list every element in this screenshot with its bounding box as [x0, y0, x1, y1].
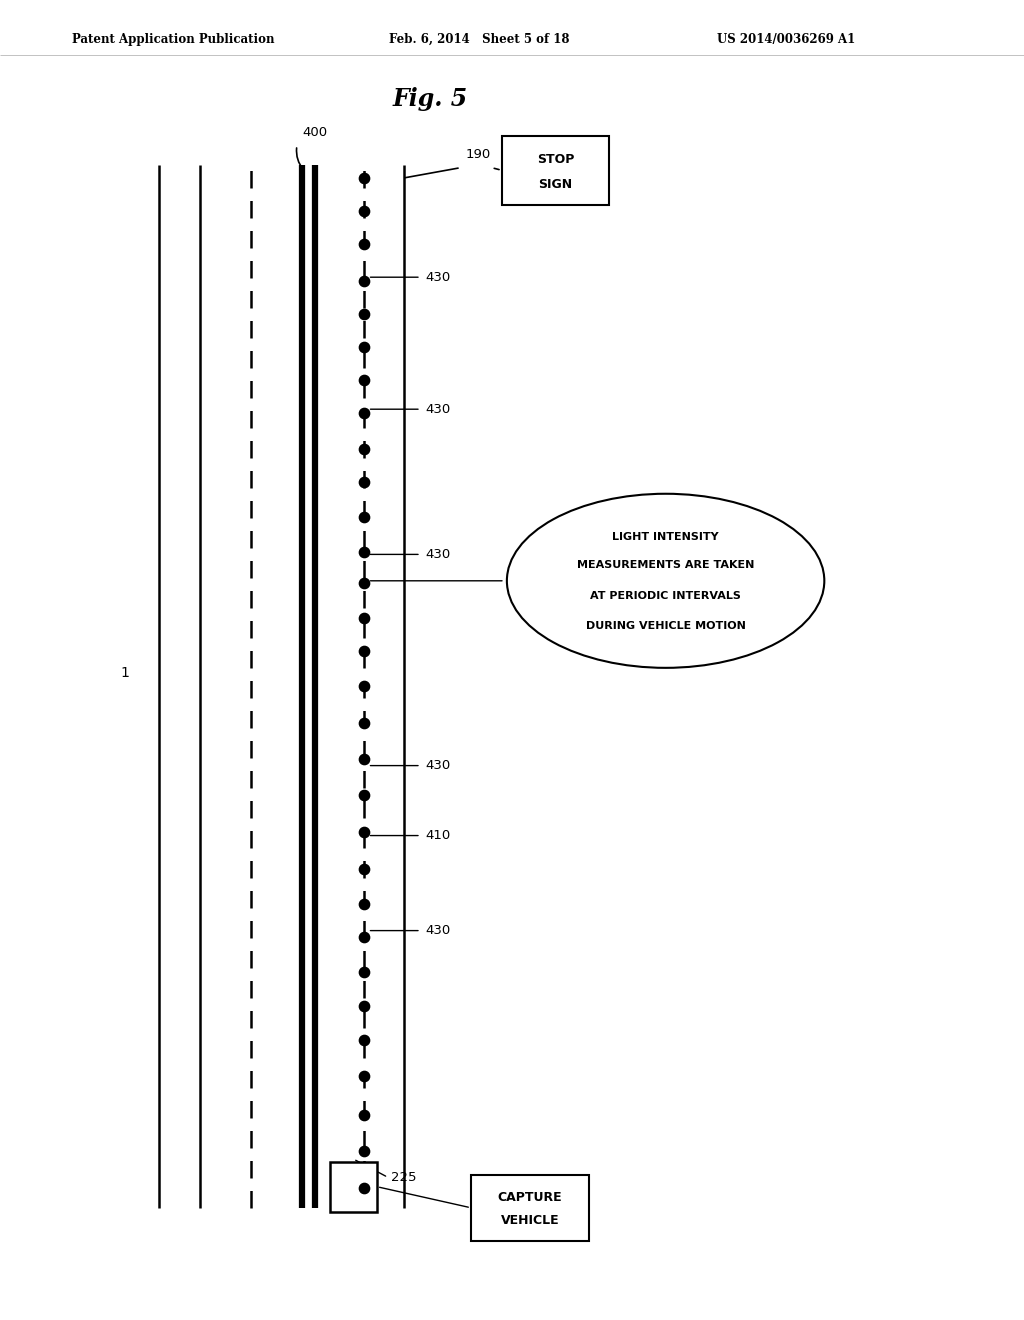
Text: CAPTURE: CAPTURE — [498, 1192, 562, 1204]
Point — [355, 607, 372, 628]
Point — [355, 271, 372, 292]
Point — [355, 894, 372, 915]
Text: LIGHT INTENSITY: LIGHT INTENSITY — [612, 532, 719, 543]
Point — [355, 995, 372, 1016]
Point — [355, 676, 372, 697]
Text: 225: 225 — [391, 1171, 417, 1184]
Point — [355, 403, 372, 424]
Text: 1: 1 — [121, 667, 129, 680]
Point — [355, 821, 372, 842]
Point — [355, 573, 372, 594]
Point — [355, 234, 372, 255]
Text: Feb. 6, 2014   Sheet 5 of 18: Feb. 6, 2014 Sheet 5 of 18 — [389, 33, 569, 46]
Text: 410: 410 — [425, 829, 451, 842]
Point — [355, 640, 372, 661]
Point — [355, 858, 372, 879]
Point — [355, 304, 372, 325]
Point — [355, 748, 372, 770]
FancyBboxPatch shape — [330, 1162, 377, 1212]
Text: 430: 430 — [425, 924, 451, 937]
Point — [355, 784, 372, 805]
Point — [355, 168, 372, 189]
Text: VEHICLE: VEHICLE — [501, 1214, 559, 1228]
Text: STOP: STOP — [537, 153, 574, 166]
Text: AT PERIODIC INTERVALS: AT PERIODIC INTERVALS — [590, 591, 741, 602]
Point — [355, 471, 372, 492]
Point — [355, 1140, 372, 1162]
Text: Patent Application Publication: Patent Application Publication — [72, 33, 274, 46]
Point — [355, 713, 372, 734]
Point — [355, 337, 372, 358]
Point — [355, 961, 372, 982]
FancyBboxPatch shape — [502, 136, 609, 205]
Ellipse shape — [507, 494, 824, 668]
Point — [355, 438, 372, 459]
Text: US 2014/0036269 A1: US 2014/0036269 A1 — [717, 33, 855, 46]
Point — [355, 1065, 372, 1086]
Text: 190: 190 — [466, 148, 492, 161]
Text: 430: 430 — [425, 271, 451, 284]
Point — [355, 1177, 372, 1199]
Text: MEASUREMENTS ARE TAKEN: MEASUREMENTS ARE TAKEN — [577, 560, 755, 570]
Text: SIGN: SIGN — [539, 177, 572, 190]
Point — [355, 927, 372, 948]
Text: 430: 430 — [425, 759, 451, 772]
Point — [355, 1030, 372, 1051]
Point — [355, 507, 372, 528]
FancyBboxPatch shape — [471, 1175, 589, 1241]
Text: Fig. 5: Fig. 5 — [392, 87, 468, 111]
Text: DURING VEHICLE MOTION: DURING VEHICLE MOTION — [586, 622, 745, 631]
Point — [355, 1105, 372, 1126]
Point — [355, 541, 372, 562]
Text: 430: 430 — [425, 403, 451, 416]
Point — [355, 370, 372, 391]
Point — [355, 201, 372, 222]
Text: 400: 400 — [302, 125, 328, 139]
Text: 430: 430 — [425, 548, 451, 561]
